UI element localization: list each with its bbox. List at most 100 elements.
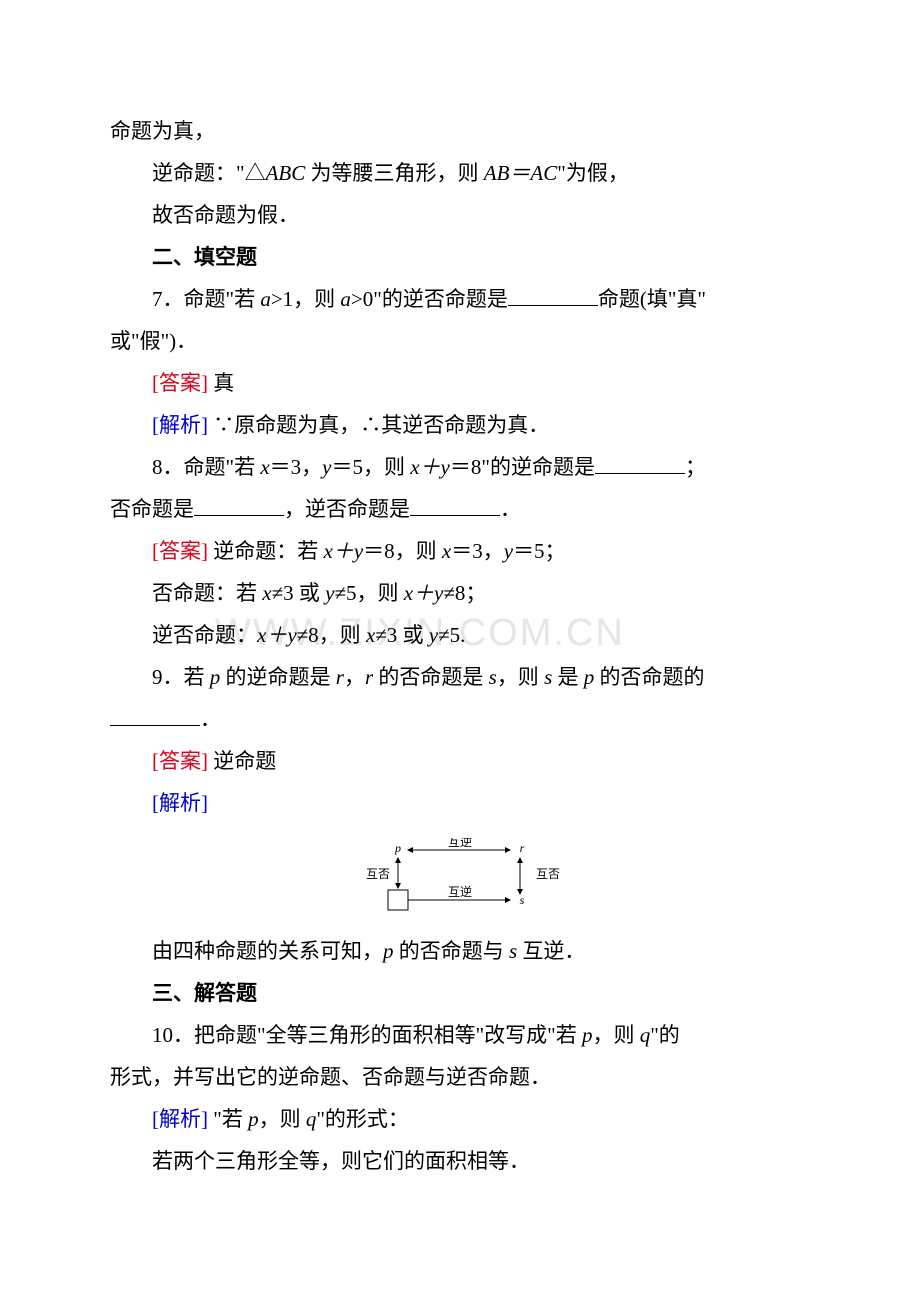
text: "的形式： <box>316 1107 409 1131</box>
svg-text:p: p <box>394 841 401 855</box>
text: ，则 <box>592 1023 639 1047</box>
text: ＝8，则 <box>363 539 442 563</box>
question-9: 9．若 p 的逆命题是 r，r 的否命题是 s，则 s 是 p 的否命题的 <box>110 656 810 698</box>
answer-8-3: 逆否命题：x＋y≠8，则 x≠3 或 y≠5. <box>110 614 810 656</box>
text: ，逆否命题是 <box>284 497 410 521</box>
answer-7: [答案] 真 <box>110 362 810 404</box>
text: 的否命题与 <box>394 939 510 963</box>
text: ≠5. <box>438 623 465 647</box>
text: ≠8，则 <box>297 623 366 647</box>
text: 的否命题的 <box>594 665 704 689</box>
var: y <box>429 623 438 647</box>
analysis-label: [解析] <box>152 413 208 437</box>
answer-8-2: 否命题：若 x≠3 或 y≠5，则 x＋y≠8； <box>110 572 810 614</box>
text: ＝8"的逆命题是 <box>450 455 595 479</box>
analysis-7: [解析] ∵原命题为真，∴其逆否命题为真． <box>110 404 810 446</box>
answer-label: [答案] <box>152 371 208 395</box>
diagram-svg: prs互逆互逆互否互否 <box>350 838 570 916</box>
text: ≠3 或 <box>375 623 429 647</box>
analysis-9-text: 由四种命题的关系可知，p 的否命题与 s 互逆． <box>110 930 810 972</box>
text: ， <box>344 665 365 689</box>
question-10-cont: 形式，并写出它的逆命题、否命题与逆否命题． <box>110 1056 810 1098</box>
svg-text:互否: 互否 <box>536 867 560 881</box>
var: AB＝AC <box>484 161 558 185</box>
text: ≠8； <box>443 581 486 605</box>
svg-text:互逆: 互逆 <box>448 884 472 899</box>
text: 否命题是 <box>110 497 194 521</box>
blank <box>410 495 500 516</box>
text: ，则 <box>259 1107 306 1131</box>
text: 逆命题："△ <box>152 161 266 185</box>
text: 是 <box>552 665 584 689</box>
var: x＋y <box>410 455 450 479</box>
text: >0"的逆否命题是 <box>351 287 508 311</box>
text: ＝3， <box>451 539 504 563</box>
analysis-label: [解析] <box>152 791 208 815</box>
text: >1，则 <box>271 287 341 311</box>
var: p <box>248 1107 259 1131</box>
relation-diagram: prs互逆互逆互否互否 <box>110 838 810 916</box>
answer-9: [答案] 逆命题 <box>110 740 810 782</box>
answer-text: 真 <box>208 371 234 395</box>
var: p <box>210 665 221 689</box>
text: 为等腰三角形，则 <box>305 161 484 185</box>
text: 由四种命题的关系可知， <box>152 939 383 963</box>
blank <box>595 453 685 474</box>
var: y <box>504 539 513 563</box>
var: s <box>509 939 517 963</box>
var: s <box>489 665 497 689</box>
text: "若 <box>208 1107 248 1131</box>
question-10: 10．把命题"全等三角形的面积相等"改写成"若 p，则 q"的 <box>110 1014 810 1056</box>
answer-text: 逆命题 <box>208 749 276 773</box>
blank <box>110 705 200 726</box>
question-9-cont: ． <box>110 698 810 740</box>
var: a <box>260 287 271 311</box>
analysis-10-cont: 若两个三角形全等，则它们的面积相等． <box>110 1140 810 1182</box>
text: 8．命题"若 <box>152 455 260 479</box>
text: 9．若 <box>152 665 210 689</box>
var: r <box>365 665 373 689</box>
text: ． <box>200 707 221 731</box>
blank <box>194 495 284 516</box>
text: ． <box>500 497 521 521</box>
text: 互逆． <box>517 939 585 963</box>
svg-text:互逆: 互逆 <box>448 838 472 849</box>
text: 否命题：若 <box>152 581 262 605</box>
var: x＋y <box>404 581 444 605</box>
var: r <box>336 665 344 689</box>
answer-label: [答案] <box>152 539 208 563</box>
text: ＝3， <box>270 455 323 479</box>
var: x <box>260 455 269 479</box>
var: x <box>366 623 375 647</box>
var: q <box>306 1107 317 1131</box>
text: ≠3 或 <box>272 581 326 605</box>
analysis-10: [解析] "若 p，则 q"的形式： <box>110 1098 810 1140</box>
text: 逆否命题： <box>152 623 257 647</box>
text: ； <box>685 455 706 479</box>
answer-8-1: [答案] 逆命题：若 x＋y＝8，则 x＝3，y＝5； <box>110 530 810 572</box>
text: ＝5； <box>513 539 566 563</box>
text: 逆命题：若 <box>208 539 324 563</box>
var: ABC <box>266 161 306 185</box>
var: x <box>262 581 271 605</box>
var: a <box>340 287 351 311</box>
svg-text:互否: 互否 <box>366 867 390 881</box>
text: 的否命题是 <box>373 665 489 689</box>
question-8: 8．命题"若 x＝3，y＝5，则 x＋y＝8"的逆命题是； <box>110 446 810 488</box>
text: "的 <box>650 1023 680 1047</box>
text: ，则 <box>497 665 544 689</box>
svg-text:s: s <box>520 893 525 907</box>
var: x＋y <box>324 539 364 563</box>
section-heading: 三、解答题 <box>110 972 810 1014</box>
question-7-cont: 或"假")． <box>110 320 810 362</box>
text-line: 故否命题为假． <box>110 194 810 236</box>
blank <box>508 285 598 306</box>
answer-label: [答案] <box>152 749 208 773</box>
var: p <box>582 1023 593 1047</box>
text: 的逆命题是 <box>220 665 336 689</box>
var: q <box>640 1023 651 1047</box>
analysis-9-label: [解析] <box>110 782 810 824</box>
text: 命题(填"真" <box>598 287 706 311</box>
analysis-label: [解析] <box>152 1107 208 1131</box>
text: "为假， <box>557 161 629 185</box>
